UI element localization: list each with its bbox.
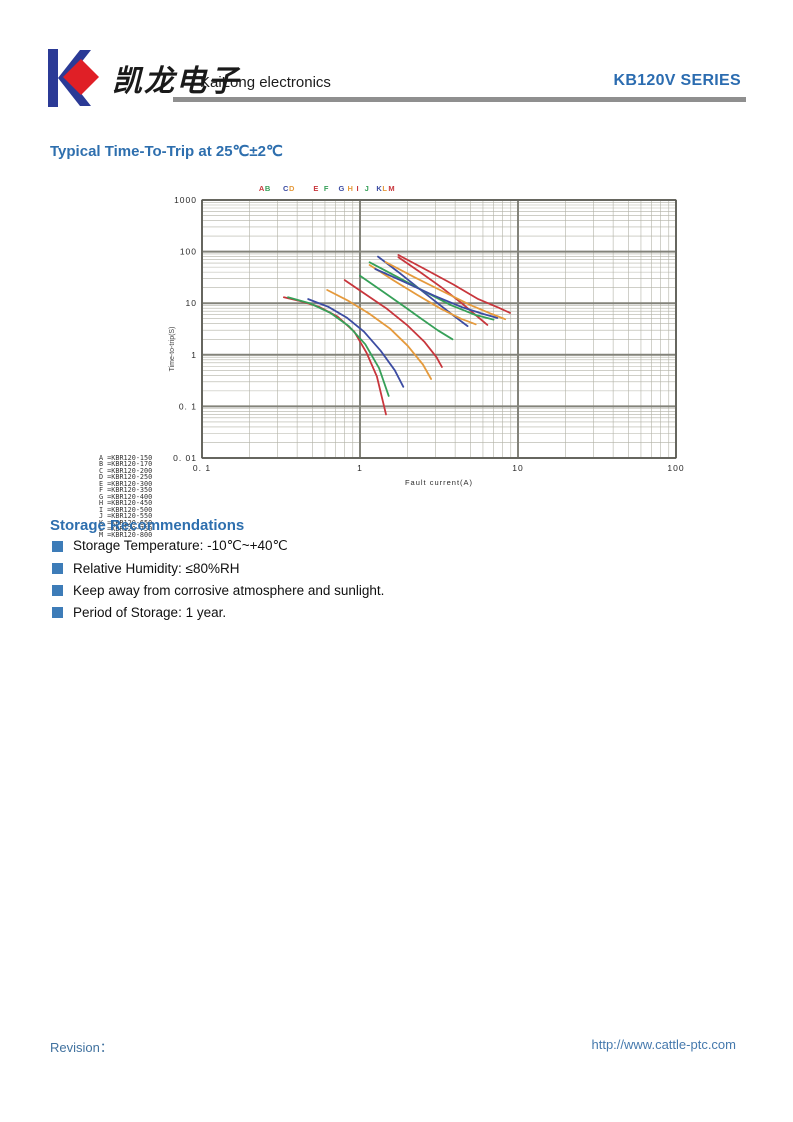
storage-section-title: Storage Recommendations (50, 517, 245, 534)
legend-letter-K: K (376, 184, 382, 193)
trip-curve-C (307, 298, 405, 388)
chart-grid (201, 199, 677, 459)
storage-item: Storage Temperature: -10℃~+40℃ (52, 538, 652, 553)
header-divider (173, 97, 746, 102)
model-legend-entry: F =KBR120-350 (99, 486, 153, 495)
model-legend-entry: A =KBR120-150 (99, 454, 153, 462)
y-tick-label: 1 (191, 350, 197, 360)
trip-section-title: Typical Time-To-Trip at 25℃±2℃ (50, 143, 283, 160)
legend-letter-E: E (313, 184, 318, 193)
bullet-square-icon (52, 540, 63, 552)
storage-item-text: Storage Temperature: -10℃~+40℃ (73, 538, 288, 553)
bullet-square-icon (52, 606, 63, 618)
model-legend-entry: L =KBR120-750 (99, 524, 153, 533)
bullet-square-icon (52, 562, 63, 574)
x-axis-label: Fault current(A) (405, 478, 473, 487)
brand-name-chinese: 凯龙电子 (112, 64, 240, 99)
storage-item: Period of Storage: 1 year. (52, 604, 652, 620)
trip-curve-F (359, 274, 454, 341)
legend-letter-C: C (283, 184, 289, 193)
model-legend-entry: H =KBR120-450 (99, 499, 153, 508)
x-tick-label: 100 (667, 463, 684, 473)
legend-letter-I: I (357, 184, 359, 193)
model-legend-entry: I =KBR120-500 (99, 505, 153, 514)
series-title: KB120V SERIES (613, 72, 741, 89)
trip-curve-E (343, 279, 443, 368)
model-legend-entry: D =KBR120-250 (99, 473, 153, 482)
trip-curve-B (287, 296, 390, 397)
legend-letter-L: L (382, 184, 387, 193)
model-legend-entry: B =KBR120-170 (99, 460, 153, 469)
model-legend-entry: G =KBR120-400 (99, 492, 153, 501)
legend-letter-B: B (265, 184, 271, 193)
revision-label: Revision： (50, 1040, 113, 1055)
y-tick-label: 10 (186, 298, 197, 308)
trip-curve-D (326, 289, 432, 380)
legend-letter-J: J (365, 184, 369, 193)
y-axis-label: Time-to-trip(S) (169, 327, 176, 372)
legend-letter-D: D (289, 184, 295, 193)
storage-item-text: Relative Humidity: ≤80%RH (73, 560, 240, 576)
x-tick-label: 1 (357, 463, 363, 473)
brand-name-english: KaiLong electronics (200, 74, 331, 91)
model-legend-entry: E =KBR120-300 (99, 479, 153, 488)
model-legend-entry: C =KBR120-200 (99, 466, 153, 475)
legend-letter-M: M (388, 184, 394, 193)
trip-curve-H (368, 264, 477, 326)
time-to-trip-chart: A =KBR120-150 B =KBR120-170 C =KBR120-200 D… (0, 178, 793, 539)
storage-item: Relative Humidity: ≤80%RH (52, 560, 652, 576)
storage-item-text: Keep away from corrosive atmosphere and … (73, 582, 385, 598)
x-tick-label: 0. 1 (193, 463, 211, 473)
model-legend-entry: K =KBR120-650 (99, 518, 153, 527)
model-legend-entry: J =KBR120-550 (99, 512, 153, 521)
trip-curve-K (374, 268, 499, 319)
y-tick-label: 1000 (174, 195, 197, 205)
trip-curves (283, 254, 511, 416)
trip-curve-G (377, 255, 469, 327)
y-tick-label: 0. 01 (173, 453, 197, 463)
storage-item: Keep away from corrosive atmosphere and … (52, 582, 652, 598)
y-tick-label: 0. 1 (179, 401, 197, 411)
y-tick-label: 100 (180, 247, 197, 257)
legend-letter-H: H (348, 184, 353, 193)
legend-letter-G: G (339, 184, 345, 193)
legend-letter-A: A (259, 184, 265, 193)
bullet-square-icon (52, 584, 63, 596)
storage-item-text: Period of Storage: 1 year. (73, 604, 227, 620)
trip-curve-M (397, 254, 511, 314)
legend-letter-F: F (324, 184, 329, 193)
plot-border (201, 199, 677, 459)
storage-recommendation-list: Storage Temperature: -10℃~+40℃ Relative H… (52, 538, 652, 627)
trip-curve-L (384, 261, 507, 321)
kailong-logo-icon (48, 49, 99, 107)
website-link[interactable]: http://www.cattle-ptc.com (591, 1037, 737, 1052)
trip-curve-J (368, 261, 495, 321)
model-legend-entry: M =KBR120-800 (99, 531, 153, 540)
model-legend-list: A =KBR120-150 B =KBR120-170 C =KBR120-200 D… (99, 454, 153, 540)
x-tick-label: 10 (512, 463, 523, 473)
